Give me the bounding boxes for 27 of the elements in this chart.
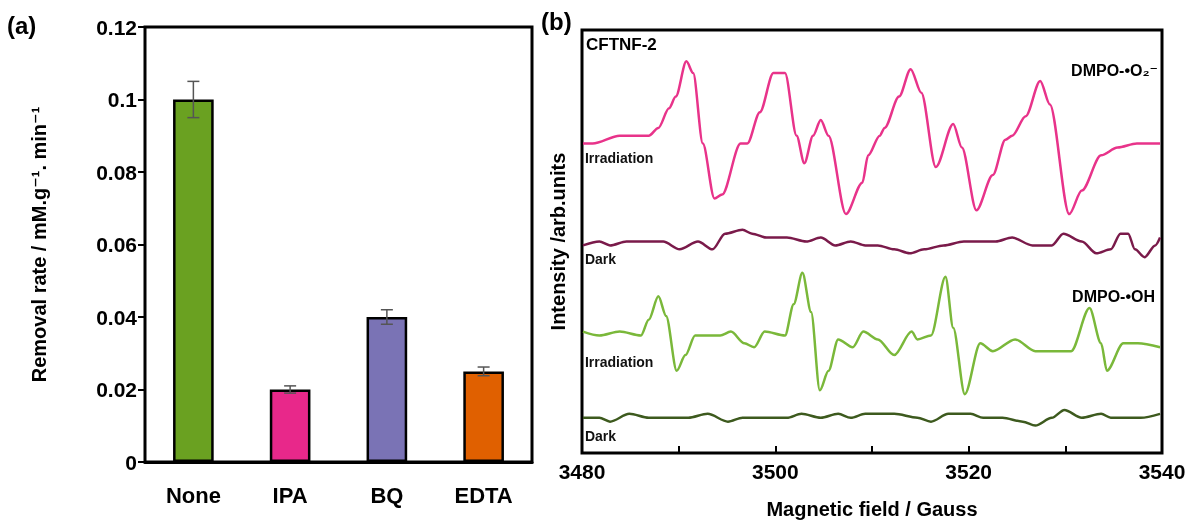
x-tick-label: 3480	[558, 460, 606, 483]
x-axis-title: Magnetic field / Gauss	[766, 498, 978, 520]
series-label: Dark	[584, 427, 617, 444]
x-tick-label: 3520	[945, 460, 993, 483]
y-tick-label: 0	[125, 450, 137, 474]
y-axis-title: Intensity /arb.units	[547, 152, 569, 331]
x-tick-label: 3500	[751, 460, 799, 483]
annotation: DMPO-•O₂⁻	[1071, 61, 1159, 79]
chart-title: (a)	[7, 11, 37, 39]
y-axis-title: Removal rate / mM.g⁻¹. min⁻¹	[28, 106, 50, 383]
y-tick-label: 0.1	[107, 88, 138, 111]
y-tick-label: 0.08	[96, 160, 138, 184]
y-tick-label: 0.02	[96, 378, 137, 401]
series-label: Irradiation	[584, 353, 654, 370]
y-tick-label: 0.04	[96, 305, 138, 329]
text: CFTNF-2	[586, 35, 657, 54]
x-tick-label: BQ	[370, 482, 404, 508]
series-label: Dark	[584, 251, 617, 268]
x-tick-label: 3540	[1138, 460, 1186, 483]
x-tick-label: EDTA	[454, 482, 513, 508]
series-label: Irradiation	[584, 149, 654, 166]
y-tick-label: 0.06	[96, 233, 137, 256]
x-tick-label: None	[165, 482, 221, 508]
chart-title: (b)	[541, 7, 572, 35]
annotation: DMPO-•OH	[1072, 287, 1156, 305]
y-tick-label: 0.12	[96, 15, 137, 39]
x-tick-label: IPA	[272, 482, 308, 508]
